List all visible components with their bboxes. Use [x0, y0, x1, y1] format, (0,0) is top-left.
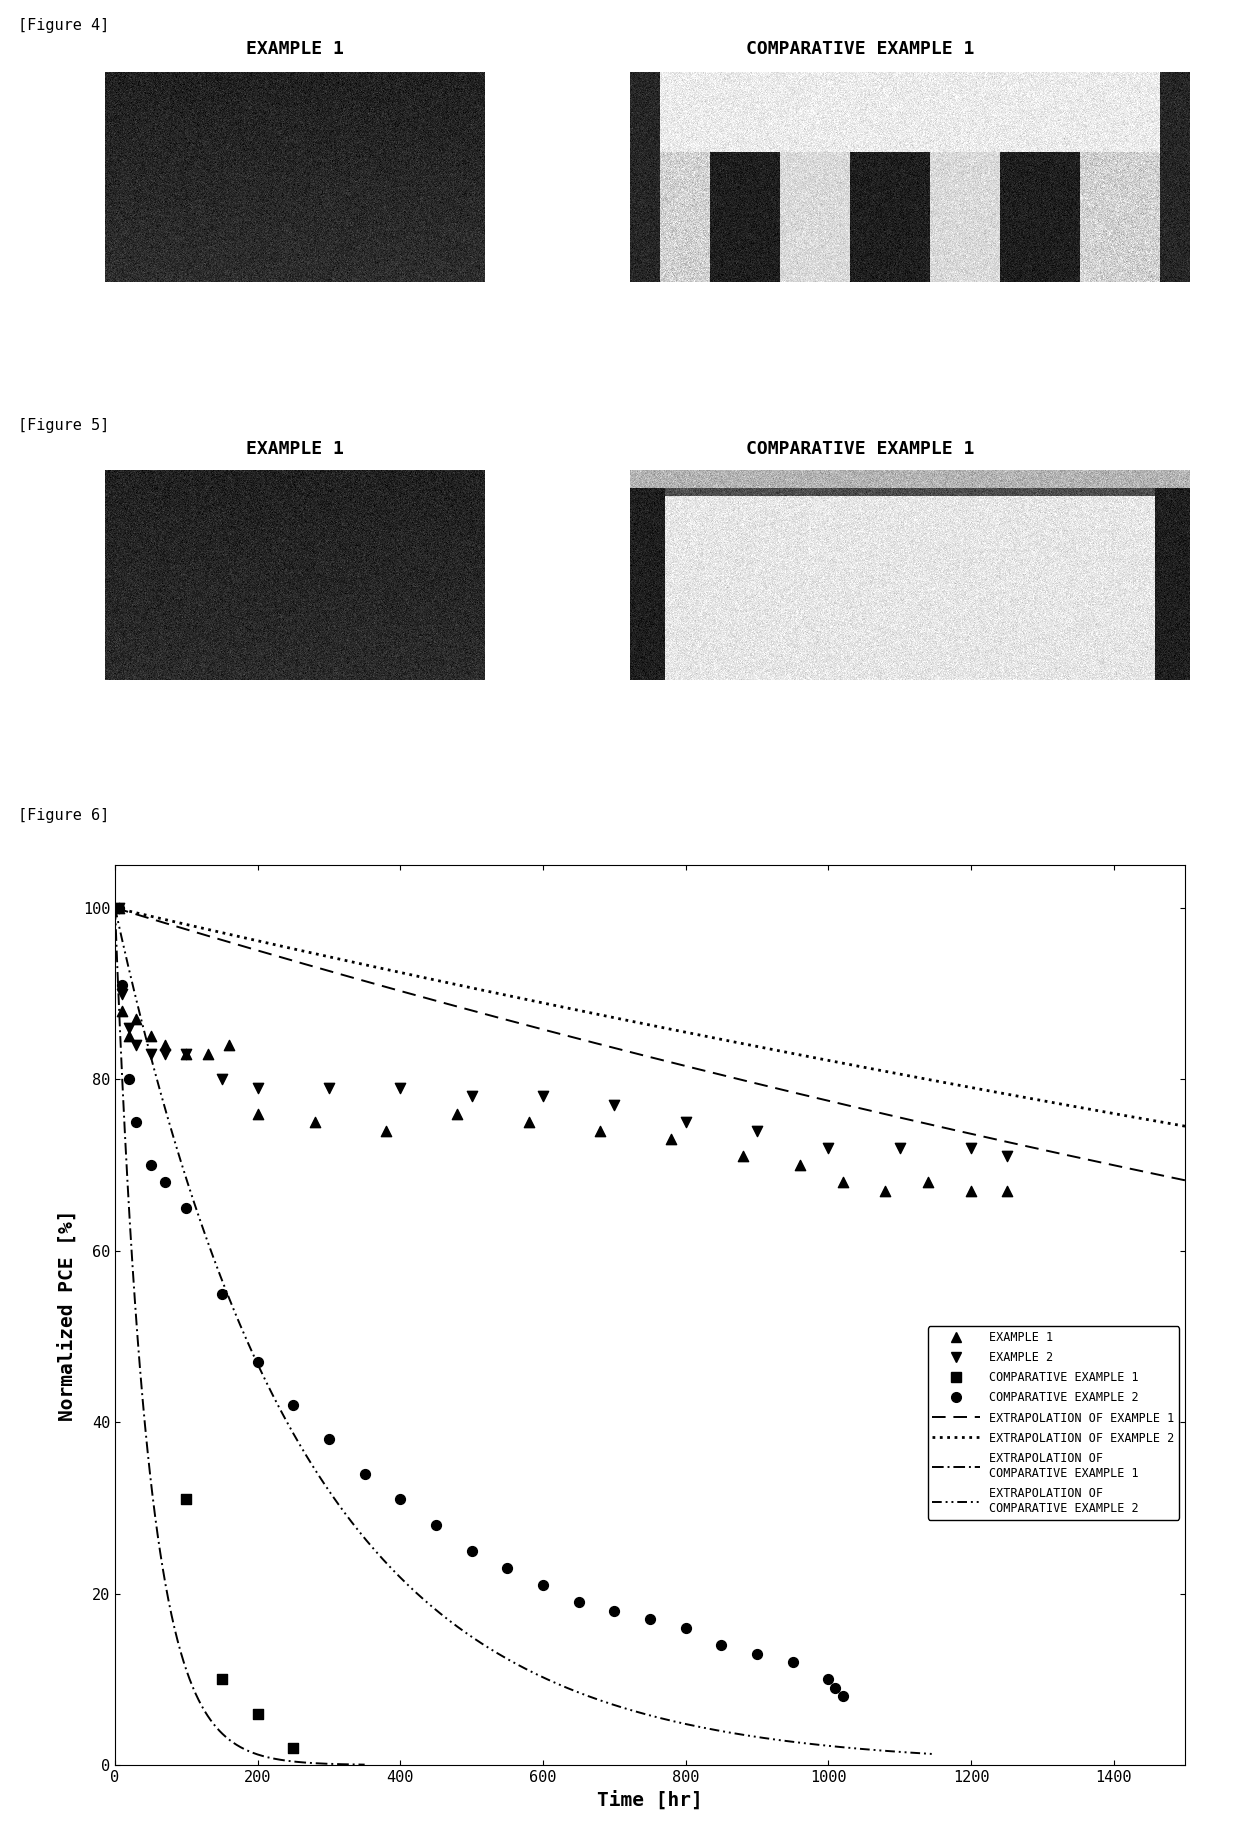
Point [109, 893, 129, 922]
X-axis label: Time [hr]: Time [hr] [598, 1791, 703, 1809]
Point [141, 1150, 161, 1180]
Point [661, 1125, 681, 1154]
Point [248, 1348, 268, 1377]
Point [284, 1734, 304, 1763]
Point [155, 1039, 175, 1068]
Point [176, 1193, 196, 1222]
Point [112, 971, 131, 1000]
Text: [Figure 5]: [Figure 5] [19, 419, 109, 433]
Point [141, 1039, 161, 1068]
Point [176, 1485, 196, 1514]
Point [790, 1150, 810, 1180]
Point [248, 1099, 268, 1128]
Point [212, 1664, 232, 1694]
Point [427, 1511, 446, 1540]
Point [319, 1074, 339, 1103]
Point [355, 1460, 374, 1489]
Point [676, 1613, 696, 1642]
Point [126, 1108, 146, 1138]
Text: [Figure 6]: [Figure 6] [19, 808, 109, 823]
Point [818, 1664, 838, 1694]
Point [497, 1553, 517, 1582]
Point [961, 1176, 981, 1205]
Point [376, 1116, 396, 1145]
Point [746, 1639, 766, 1668]
Point [997, 1176, 1017, 1205]
Point [640, 1604, 660, 1633]
Point [155, 1030, 175, 1059]
Point [126, 1004, 146, 1033]
Text: [Figure 4]: [Figure 4] [19, 18, 109, 33]
Text: EXAMPLE 1: EXAMPLE 1 [246, 40, 343, 59]
Point [919, 1167, 939, 1196]
Legend: EXAMPLE 1, EXAMPLE 2, COMPARATIVE EXAMPLE 1, COMPARATIVE EXAMPLE 2, EXTRAPOLATIO: EXAMPLE 1, EXAMPLE 2, COMPARATIVE EXAMPL… [928, 1326, 1179, 1520]
Point [119, 1064, 139, 1094]
Point [569, 1588, 589, 1617]
Point [248, 1074, 268, 1103]
Y-axis label: Normalized PCE [%]: Normalized PCE [%] [58, 1209, 77, 1421]
Point [590, 1116, 610, 1145]
Point [676, 1108, 696, 1138]
Point [176, 1039, 196, 1068]
Point [126, 1030, 146, 1059]
Point [176, 1039, 196, 1068]
Text: EXAMPLE 1: EXAMPLE 1 [246, 441, 343, 457]
Point [112, 979, 131, 1008]
Point [890, 1134, 910, 1163]
Point [305, 1108, 325, 1138]
Point [219, 1030, 239, 1059]
Point [604, 1597, 624, 1626]
Text: COMPARATIVE EXAMPLE 1: COMPARATIVE EXAMPLE 1 [745, 40, 975, 59]
Point [533, 1571, 553, 1600]
Point [875, 1176, 895, 1205]
Point [112, 997, 131, 1026]
Point [833, 1683, 853, 1712]
Point [391, 1485, 410, 1514]
Point [712, 1630, 732, 1659]
Point [198, 1039, 218, 1068]
Point [818, 1134, 838, 1163]
Point [119, 1022, 139, 1052]
Point [518, 1108, 538, 1138]
Point [961, 1134, 981, 1163]
Point [997, 1141, 1017, 1171]
Point [833, 1167, 853, 1196]
Point [826, 1674, 846, 1703]
Point [212, 1064, 232, 1094]
Point [461, 1536, 481, 1566]
Point [284, 1390, 304, 1419]
Text: COMPARATIVE EXAMPLE 1: COMPARATIVE EXAMPLE 1 [745, 441, 975, 457]
Point [604, 1090, 624, 1119]
Point [212, 1278, 232, 1308]
Point [109, 893, 129, 922]
Point [782, 1648, 802, 1677]
Point [119, 1013, 139, 1043]
Point [248, 1699, 268, 1728]
Point [319, 1425, 339, 1454]
Point [141, 1022, 161, 1052]
Point [155, 1167, 175, 1196]
Point [461, 1081, 481, 1110]
Point [109, 893, 129, 922]
Point [533, 1081, 553, 1110]
Point [448, 1099, 467, 1128]
Point [391, 1074, 410, 1103]
Point [733, 1141, 753, 1171]
Point [746, 1116, 766, 1145]
